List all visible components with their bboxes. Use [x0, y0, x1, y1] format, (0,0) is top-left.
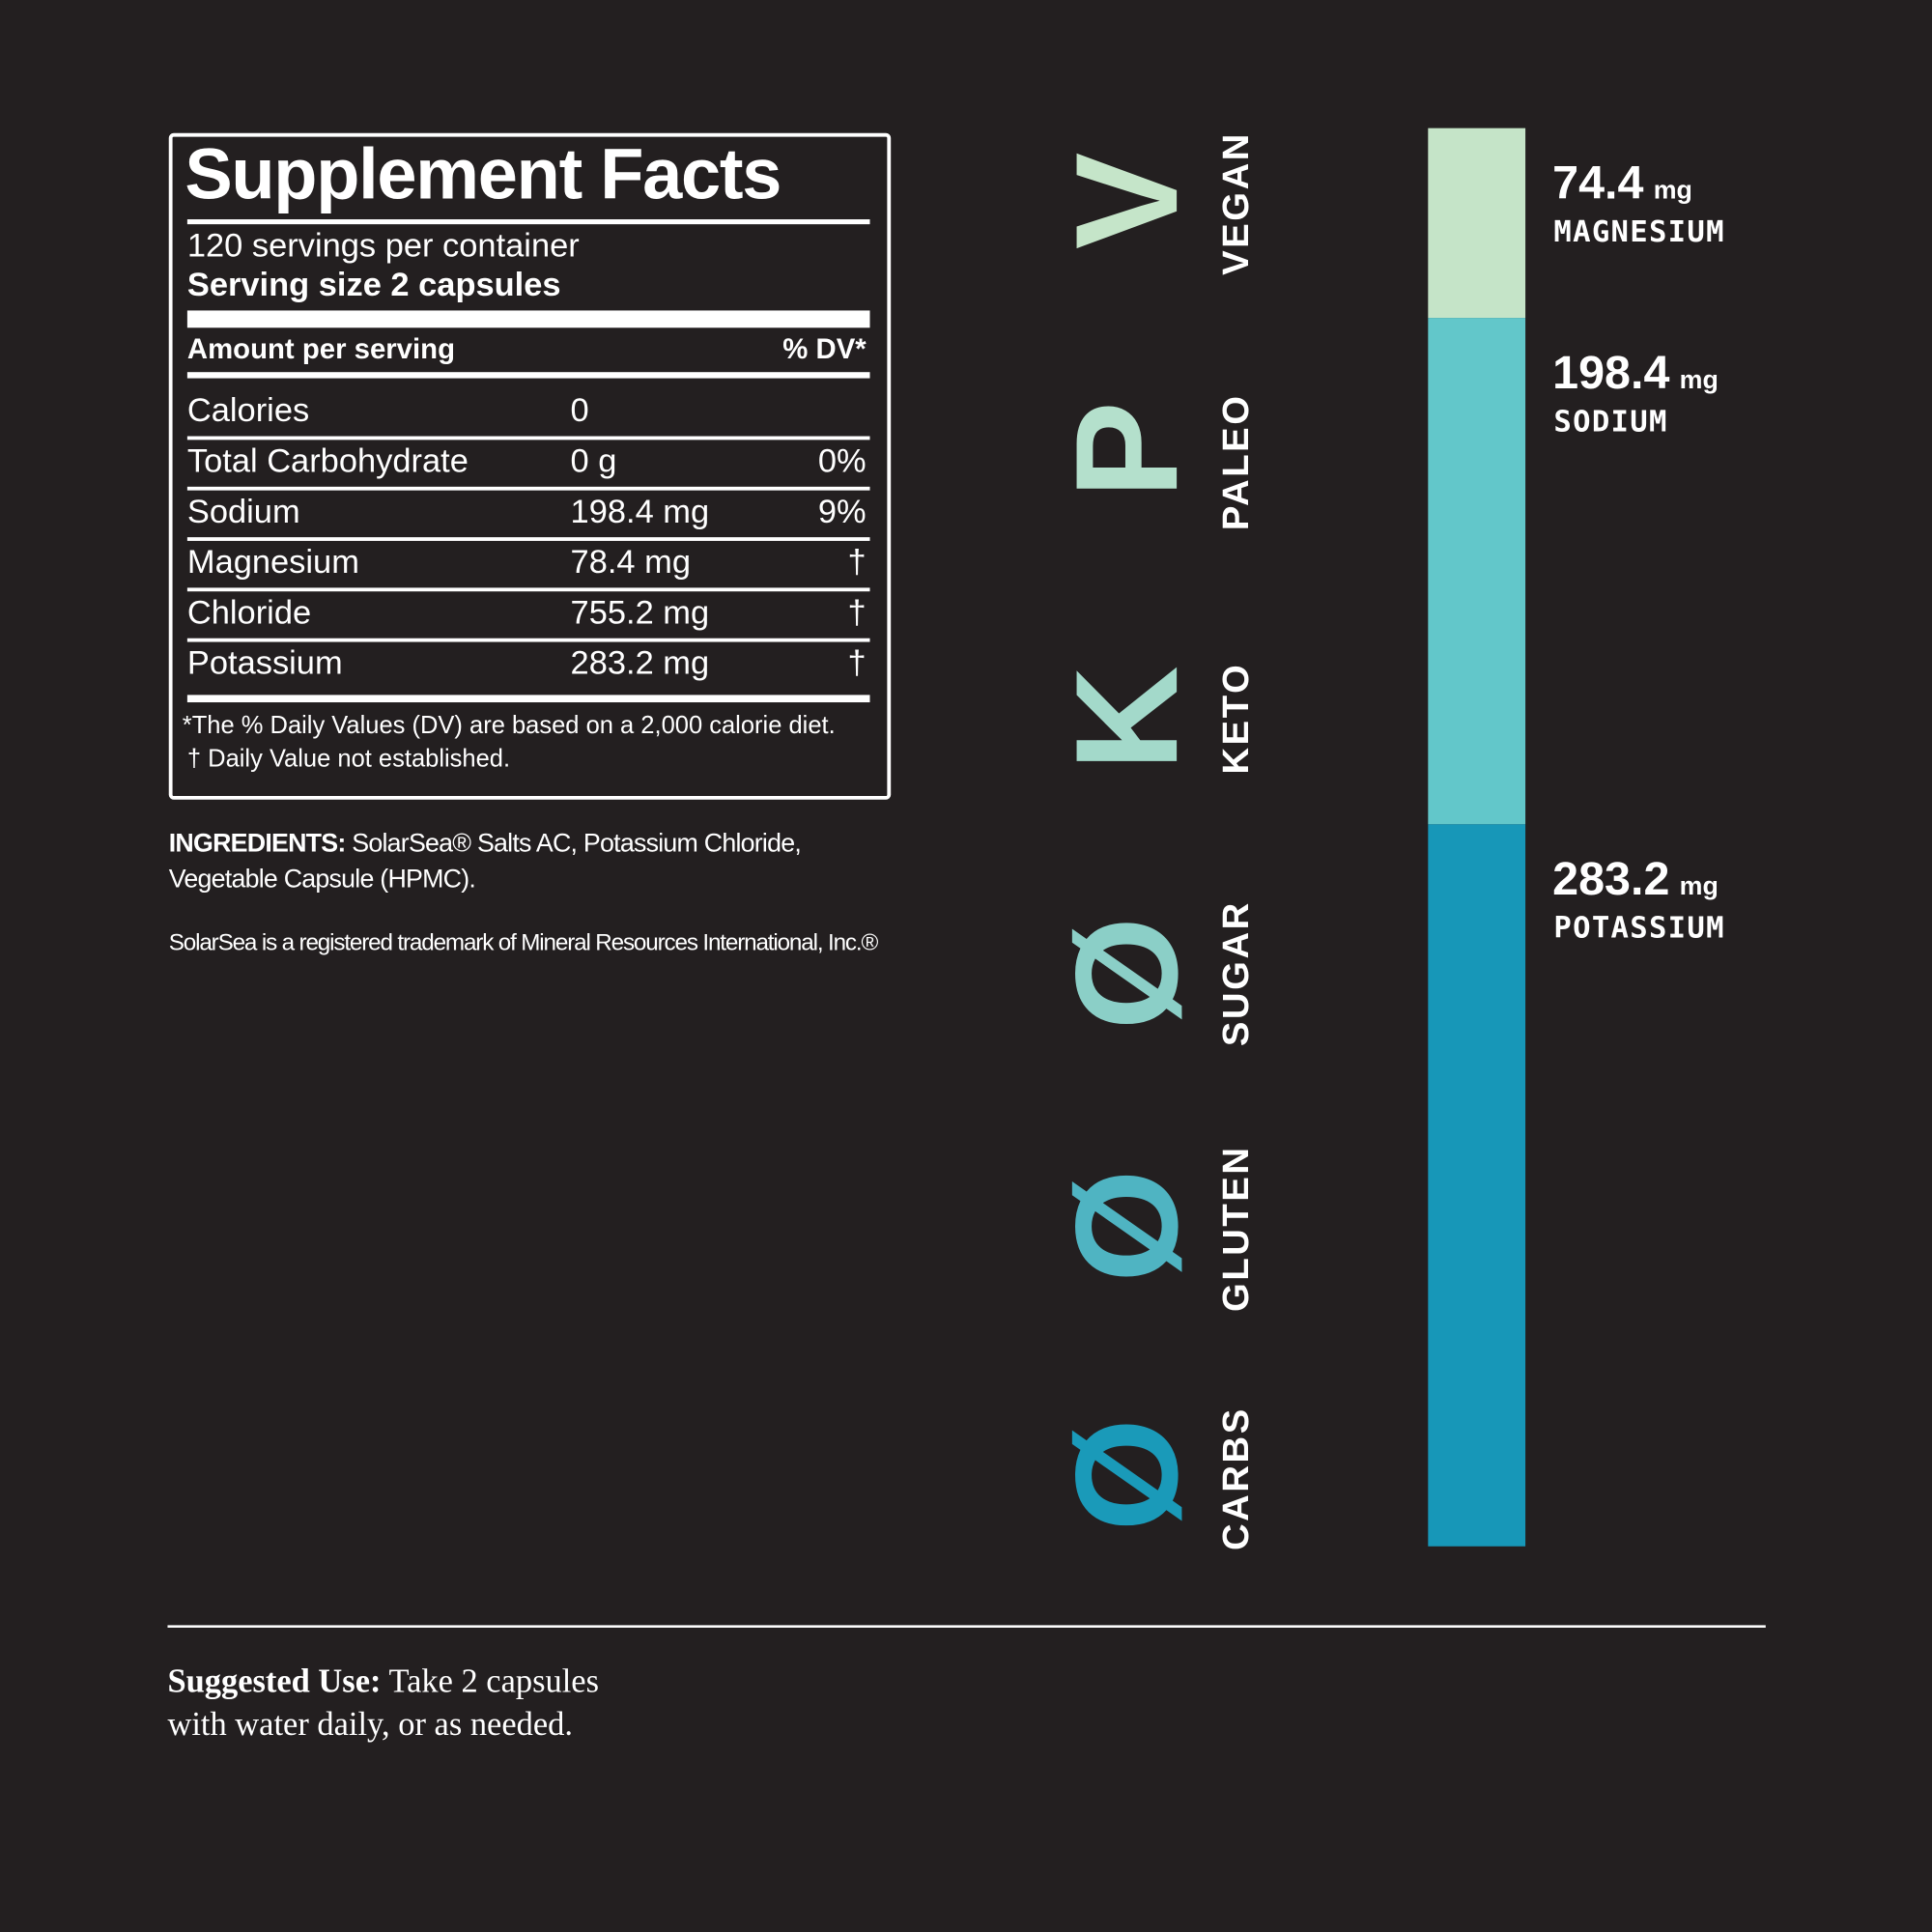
bar-name: POTASSIUM: [1553, 910, 1725, 945]
nutrient-dv: 9%: [817, 493, 867, 530]
rule: [186, 372, 870, 379]
serving-size: Serving size 2 capsules: [186, 266, 561, 303]
bar-name: MAGNESIUM: [1553, 213, 1725, 249]
nutrient-amount: 283.2 mg: [570, 644, 710, 682]
rule: [186, 310, 870, 328]
badge-symbol: Ø: [1045, 1169, 1209, 1283]
suggested-use: Suggested Use: Take 2 capsules with wate…: [167, 1660, 660, 1746]
separator: [167, 1625, 1766, 1628]
facts-box: [168, 132, 892, 800]
suggested-text: Take 2 capsules with water daily, or as …: [167, 1662, 599, 1743]
badge-symbol: P: [1045, 401, 1209, 498]
amount-header: Amount per serving: [186, 332, 456, 365]
nutrient-name: Magnesium: [186, 543, 359, 581]
suggested-label: Suggested Use:: [167, 1662, 382, 1699]
nutrient-amount: 755.2 mg: [570, 593, 710, 632]
rule: [186, 695, 870, 703]
rule: [186, 486, 870, 491]
nutrient-name: Calories: [186, 391, 310, 429]
nutrient-name: Chloride: [186, 593, 312, 632]
nutrient-name: Sodium: [186, 493, 300, 530]
badge-label: KETO: [1215, 662, 1258, 775]
nutrient-dv: †: [847, 593, 867, 632]
trademark: SolarSea is a registered trademark of Mi…: [168, 930, 879, 956]
bar-segment: [1428, 318, 1526, 824]
bar-segment: [1428, 823, 1526, 1547]
nutrient-amount: 0 g: [570, 441, 617, 480]
badge-symbol: V: [1045, 152, 1209, 250]
bar-unit: mg: [1679, 365, 1719, 395]
rule: [186, 638, 870, 642]
nutrient-amount: 78.4 mg: [570, 543, 692, 581]
bar-value-label: 283.2 mg: [1552, 854, 1719, 907]
bar-value: 198.4: [1552, 347, 1670, 400]
rule: [186, 537, 870, 541]
badge-label: CARBS: [1215, 1406, 1258, 1551]
ingredients-label: INGREDIENTS:: [168, 829, 347, 858]
badge-label: SUGAR: [1215, 900, 1258, 1047]
bar-name: SODIUM: [1553, 404, 1668, 440]
ingredients-text: SolarSea® Salts AC, Potassium Chloride, …: [168, 829, 802, 894]
badge-symbol: Ø: [1045, 917, 1209, 1031]
bar-value: 74.4: [1552, 157, 1644, 210]
rule: [186, 219, 870, 225]
nutrient-dv: †: [847, 644, 867, 682]
nutrient-dv: †: [847, 543, 867, 581]
badge-label: PALEO: [1215, 393, 1258, 531]
bar-unit: mg: [1653, 176, 1692, 205]
footnote: *The % Daily Values (DV) are based on a …: [182, 712, 836, 740]
nutrient-dv: 0%: [817, 441, 867, 480]
bar-unit: mg: [1679, 871, 1719, 901]
ingredients: INGREDIENTS: SolarSea® Salts AC, Potassi…: [169, 826, 908, 897]
badge-label: VEGAN: [1215, 131, 1258, 275]
dv-header: % DV*: [782, 332, 867, 365]
servings: 120 servings per container: [186, 226, 580, 264]
bar-value: 283.2: [1552, 853, 1670, 906]
nutrient-amount: 0: [570, 391, 589, 429]
rule: [186, 587, 870, 592]
footnote: † Daily Value not established.: [186, 745, 511, 773]
bar-value-label: 198.4 mg: [1552, 348, 1719, 401]
badge-label: GLUTEN: [1215, 1145, 1258, 1312]
badge-symbol: K: [1045, 666, 1209, 771]
nutrient-name: Total Carbohydrate: [186, 441, 469, 480]
nutrient-amount: 198.4 mg: [570, 493, 710, 530]
facts-title: Supplement Facts: [185, 134, 781, 214]
nutrient-name: Potassium: [186, 644, 343, 682]
badge-symbol: Ø: [1045, 1418, 1209, 1532]
rule: [186, 436, 870, 440]
bar-segment: [1428, 128, 1526, 319]
bar-value-label: 74.4 mg: [1552, 157, 1692, 211]
